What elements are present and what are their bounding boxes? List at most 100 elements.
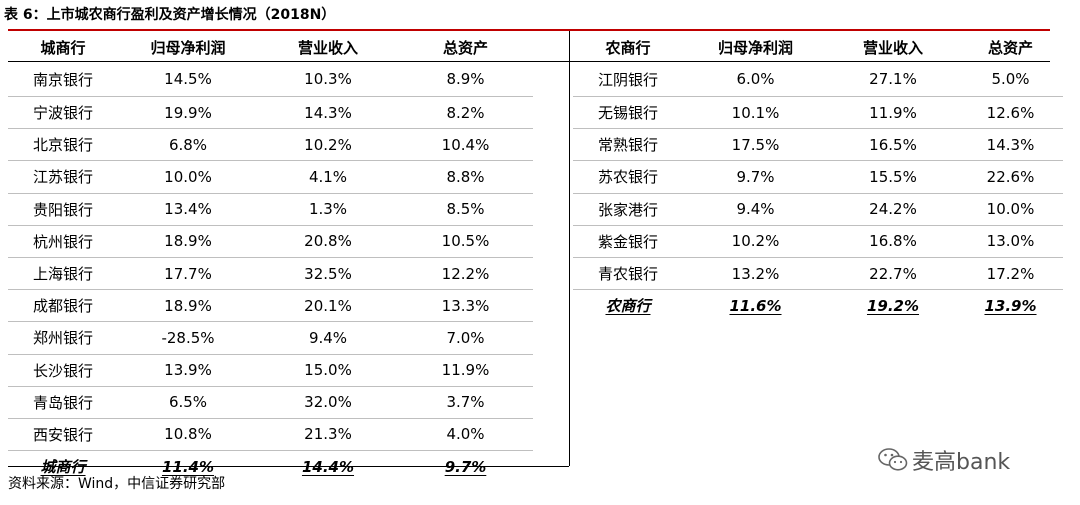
table-bottom-line bbox=[8, 466, 569, 467]
bank-name-cell: 长沙银行 bbox=[8, 354, 118, 387]
value-cell: 14.5% bbox=[118, 62, 258, 97]
table-row: 常熟银行 17.5% 16.5% 14.3% bbox=[573, 128, 1063, 162]
table-row: 长沙银行 13.9% 15.0% 11.9% bbox=[8, 354, 533, 387]
value-cell: 17.2% bbox=[958, 257, 1063, 291]
table-row: 上海银行 17.7% 32.5% 12.2% bbox=[8, 257, 533, 291]
header-cell: 营业收入 bbox=[297, 39, 358, 57]
value-cell: 15.0% bbox=[258, 354, 398, 387]
value-cell: 27.1% bbox=[828, 62, 958, 97]
rural-bank-table: 农商行 归母净利润 营业收入 总资产 江阴银行 6.0% 27.1% 5.0% 无锡银行… bbox=[573, 33, 1063, 321]
table-row: 青农银行 13.2% 22.7% 17.2% bbox=[573, 257, 1063, 291]
bank-name-cell: 上海银行 bbox=[8, 257, 118, 291]
value-cell: 3.7% bbox=[398, 386, 533, 419]
table-row: 杭州银行 18.9% 20.8% 10.5% bbox=[8, 225, 533, 258]
value-cell: 14.3% bbox=[258, 96, 398, 130]
value-cell: 9.7% bbox=[683, 160, 828, 194]
value-cell: 9.4% bbox=[683, 193, 828, 226]
table-row: 江阴银行 6.0% 27.1% 5.0% bbox=[573, 62, 1063, 97]
bank-name-cell: 无锡银行 bbox=[573, 96, 683, 130]
value-cell: 13.2% bbox=[683, 257, 828, 291]
value-cell: 32.5% bbox=[258, 257, 398, 291]
summary-value-cell: 19.2% bbox=[866, 296, 920, 315]
table-row: 郑州银行 -28.5% 9.4% 7.0% bbox=[8, 321, 533, 355]
value-cell: 17.5% bbox=[683, 128, 828, 162]
value-cell: 16.5% bbox=[828, 128, 958, 162]
value-cell: 11.9% bbox=[828, 96, 958, 130]
table-row: 南京银行 14.5% 10.3% 8.9% bbox=[8, 62, 533, 97]
value-cell: 8.9% bbox=[398, 62, 533, 97]
table-row: 宁波银行 19.9% 14.3% 8.2% bbox=[8, 96, 533, 130]
value-cell: 10.0% bbox=[118, 160, 258, 194]
value-cell: 13.3% bbox=[398, 289, 533, 323]
value-cell: 13.9% bbox=[118, 354, 258, 387]
value-cell: 10.0% bbox=[958, 193, 1063, 226]
title-divider bbox=[8, 29, 1050, 31]
value-cell: 10.1% bbox=[683, 96, 828, 130]
bank-name-cell: 贵阳银行 bbox=[8, 193, 118, 226]
header-cell: 营业收入 bbox=[862, 39, 923, 57]
bank-name-cell: 青农银行 bbox=[573, 257, 683, 291]
bank-name-cell: 南京银行 bbox=[8, 62, 118, 97]
column-divider bbox=[569, 31, 570, 466]
bank-name-cell: 江阴银行 bbox=[573, 62, 683, 97]
wechat-icon bbox=[878, 448, 908, 471]
bank-name-cell: 江苏银行 bbox=[8, 160, 118, 194]
value-cell: 20.1% bbox=[258, 289, 398, 323]
bank-name-cell: 北京银行 bbox=[8, 128, 118, 162]
bank-name-cell: 成都银行 bbox=[8, 289, 118, 323]
value-cell: -28.5% bbox=[118, 321, 258, 355]
value-cell: 10.3% bbox=[258, 62, 398, 97]
header-cell: 归母净利润 bbox=[717, 39, 793, 57]
table-row: 西安银行 10.8% 21.3% 4.0% bbox=[8, 418, 533, 452]
value-cell: 13.0% bbox=[958, 225, 1063, 258]
header-divider bbox=[8, 61, 1050, 62]
value-cell: 12.6% bbox=[958, 96, 1063, 130]
bank-name-cell: 常熟银行 bbox=[573, 128, 683, 162]
value-cell: 13.4% bbox=[118, 193, 258, 226]
table-row: 紫金银行 10.2% 16.8% 13.0% bbox=[573, 225, 1063, 258]
value-cell: 10.2% bbox=[683, 225, 828, 258]
value-cell: 8.2% bbox=[398, 96, 533, 130]
value-cell: 4.1% bbox=[258, 160, 398, 194]
header-cell: 归母净利润 bbox=[150, 39, 226, 57]
table-header-row: 农商行 归母净利润 营业收入 总资产 bbox=[573, 33, 1063, 62]
value-cell: 20.8% bbox=[258, 225, 398, 258]
value-cell: 22.6% bbox=[958, 160, 1063, 194]
table-row: 苏农银行 9.7% 15.5% 22.6% bbox=[573, 160, 1063, 194]
value-cell: 16.8% bbox=[828, 225, 958, 258]
value-cell: 14.3% bbox=[958, 128, 1063, 162]
watermark-text: 麦高bank bbox=[912, 450, 1011, 475]
value-cell: 10.8% bbox=[118, 418, 258, 452]
value-cell: 11.9% bbox=[398, 354, 533, 387]
value-cell: 9.4% bbox=[258, 321, 398, 355]
table-row: 北京银行 6.8% 10.2% 10.4% bbox=[8, 128, 533, 162]
bank-name-cell: 宁波银行 bbox=[8, 96, 118, 130]
header-cell: 城商行 bbox=[40, 39, 86, 57]
table-row: 江苏银行 10.0% 4.1% 8.8% bbox=[8, 160, 533, 194]
value-cell: 1.3% bbox=[258, 193, 398, 226]
bank-name-cell: 青岛银行 bbox=[8, 386, 118, 419]
value-cell: 10.5% bbox=[398, 225, 533, 258]
bank-name-cell: 郑州银行 bbox=[8, 321, 118, 355]
summary-value-cell: 13.9% bbox=[984, 296, 1037, 315]
value-cell: 6.8% bbox=[118, 128, 258, 162]
value-cell: 32.0% bbox=[258, 386, 398, 419]
value-cell: 5.0% bbox=[958, 62, 1063, 97]
bank-name-cell: 苏农银行 bbox=[573, 160, 683, 194]
value-cell: 12.2% bbox=[398, 257, 533, 291]
value-cell: 17.7% bbox=[118, 257, 258, 291]
value-cell: 18.9% bbox=[118, 225, 258, 258]
summary-value-cell: 11.6% bbox=[729, 296, 782, 315]
value-cell: 4.0% bbox=[398, 418, 533, 452]
bank-name-cell: 杭州银行 bbox=[8, 225, 118, 258]
bank-name-cell: 西安银行 bbox=[8, 418, 118, 452]
watermark: 麦高bank bbox=[878, 444, 1010, 476]
bank-name-cell: 张家港行 bbox=[573, 193, 683, 226]
value-cell: 7.0% bbox=[398, 321, 533, 355]
header-cell: 总资产 bbox=[987, 39, 1033, 57]
header-cell: 总资产 bbox=[442, 39, 488, 57]
value-cell: 10.4% bbox=[398, 128, 533, 162]
bank-name-cell: 紫金银行 bbox=[573, 225, 683, 258]
table-title: 表 6：上市城农商行盈利及资产增长情况（2018N） bbox=[4, 7, 336, 23]
summary-row: 农商行 11.6% 19.2% 13.9% bbox=[573, 290, 1063, 322]
